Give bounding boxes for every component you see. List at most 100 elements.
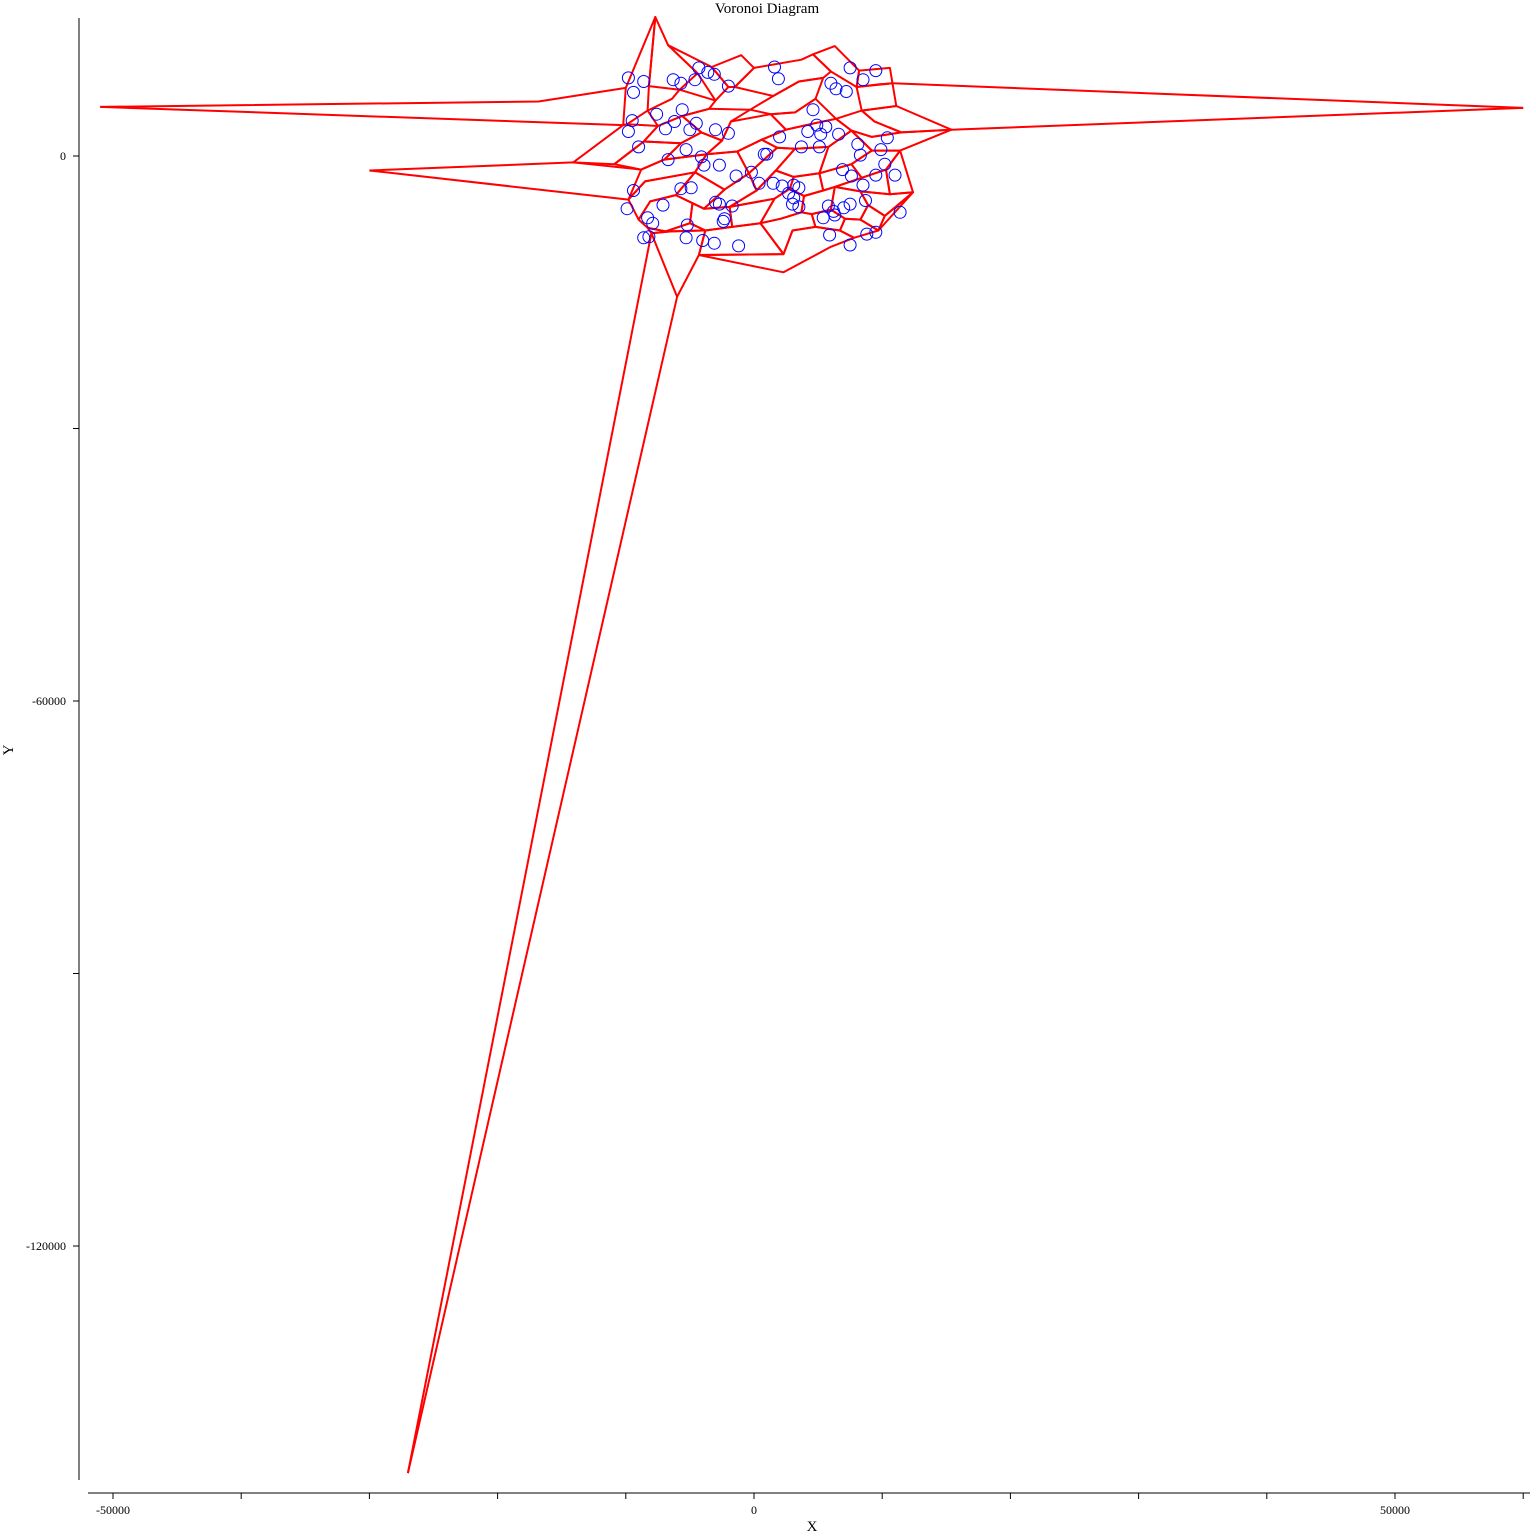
data-point-43	[851, 137, 865, 151]
data-point-7	[674, 76, 688, 90]
data-point-9	[768, 60, 781, 74]
data-point-36	[661, 153, 675, 167]
data-point-6	[688, 73, 702, 87]
data-point-96	[880, 131, 894, 145]
voronoi-cell-23	[736, 138, 779, 175]
data-point-37	[694, 150, 708, 164]
voronoi-edges	[100, 16, 1524, 1474]
data-point-92	[732, 239, 746, 253]
data-point-42	[812, 140, 826, 154]
data-point-64	[725, 199, 739, 213]
data-point-10	[771, 72, 785, 86]
voronoi-ray-1	[100, 105, 624, 127]
data-point-30	[668, 115, 681, 128]
data-point-3	[666, 73, 680, 87]
x-tick-label-2: 50000	[1380, 1503, 1410, 1517]
data-point-81	[859, 194, 872, 207]
data-point-16	[839, 85, 853, 98]
voronoi-cell-20	[850, 128, 953, 152]
data-point-28	[632, 140, 646, 154]
voronoi-cell-13	[749, 76, 825, 116]
data-point-84	[860, 227, 874, 241]
x-axis-label: X	[807, 1519, 818, 1535]
data-point-33	[709, 123, 722, 137]
voronoi-cell-28	[627, 171, 696, 221]
voronoi-cell-52	[697, 225, 855, 274]
voronoi-cell-8	[860, 105, 953, 134]
data-point-1	[637, 75, 651, 88]
data-point-60	[620, 202, 634, 216]
data-point-59	[684, 181, 698, 195]
data-points	[620, 60, 907, 253]
voronoi-cell-29	[674, 171, 726, 210]
data-point-20	[814, 127, 828, 141]
data-point-41	[794, 140, 808, 154]
data-point-69	[718, 212, 731, 226]
voronoi-cell-26	[818, 129, 873, 175]
y-axis-label: Y	[1, 744, 17, 755]
data-point-22	[832, 127, 846, 141]
data-point-78	[821, 199, 835, 213]
y-tick-label-1: -60000	[32, 694, 66, 708]
data-point-47	[836, 163, 849, 177]
x-axis: -50000 0 50000	[88, 1492, 1530, 1517]
data-point-53	[766, 176, 780, 190]
data-point-68	[716, 214, 730, 228]
data-point-32	[683, 123, 697, 137]
data-point-49	[869, 168, 883, 182]
data-point-2	[627, 85, 640, 99]
voronoi-ray-2	[892, 82, 1524, 109]
data-point-40	[773, 130, 787, 144]
y-tick-label-0: 0	[60, 149, 66, 163]
data-point-65	[641, 211, 655, 225]
data-point-13	[843, 61, 857, 75]
data-point-73	[786, 197, 799, 211]
data-point-89	[642, 230, 656, 244]
data-point-11	[701, 65, 715, 79]
data-point-50	[856, 178, 870, 192]
voronoi-ray-5	[369, 169, 629, 201]
voronoi-cell-47	[650, 229, 707, 298]
data-point-19	[801, 125, 815, 138]
voronoi-ray-6	[406, 233, 653, 1474]
chart-title: Voronoi Diagram	[715, 1, 820, 17]
data-point-27	[659, 122, 672, 136]
data-point-4	[692, 61, 706, 75]
data-point-74	[792, 200, 806, 214]
data-point-66	[646, 216, 660, 230]
data-point-44	[853, 148, 867, 162]
data-point-46	[760, 147, 774, 161]
voronoi-cell-1	[647, 16, 699, 91]
data-point-14	[856, 73, 870, 87]
data-point-35	[679, 143, 693, 157]
data-point-67	[680, 218, 694, 232]
data-point-23	[829, 82, 843, 96]
data-point-88	[679, 231, 693, 245]
voronoi-cell-10	[572, 123, 659, 166]
voronoi-ray-7	[406, 296, 679, 1474]
data-point-25	[621, 125, 635, 138]
voronoi-cell-48	[697, 222, 785, 256]
data-point-34	[721, 126, 735, 140]
data-point-94	[878, 157, 892, 171]
data-point-48	[844, 169, 858, 183]
data-point-57	[627, 184, 640, 197]
data-point-91	[696, 234, 710, 247]
data-point-52	[729, 169, 743, 183]
data-point-61	[656, 198, 670, 212]
voronoi-cell-51	[838, 217, 880, 239]
data-point-21	[819, 120, 833, 134]
data-point-86	[823, 228, 837, 242]
data-point-39	[712, 158, 726, 172]
data-point-15	[869, 64, 883, 78]
data-point-38	[697, 158, 711, 172]
data-point-93	[888, 168, 902, 182]
y-tick-label-2: -120000	[26, 1239, 66, 1253]
data-point-29	[675, 103, 689, 117]
data-point-56	[752, 176, 766, 190]
data-point-17	[806, 103, 820, 117]
data-point-82	[843, 197, 857, 211]
data-point-87	[707, 236, 721, 250]
voronoi-cell-49	[759, 211, 817, 256]
data-point-79	[827, 204, 840, 218]
